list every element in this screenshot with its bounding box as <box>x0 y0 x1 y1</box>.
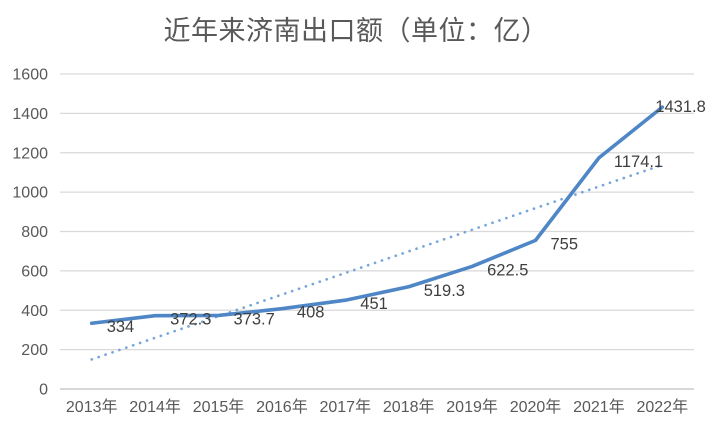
chart-title: 近年来济南出口额（单位：亿） <box>163 16 549 46</box>
data-label: 372.3 <box>170 311 211 329</box>
y-tick-label: 1000 <box>12 185 48 202</box>
data-label: 519.3 <box>424 282 465 300</box>
x-tick-label: 2018年 <box>383 398 435 416</box>
y-tick-label: 1200 <box>12 145 48 162</box>
x-tick-label: 2015年 <box>193 398 245 416</box>
y-tick-label: 200 <box>21 342 48 359</box>
data-label: 334 <box>107 318 135 336</box>
x-tick-label: 2017年 <box>319 398 371 416</box>
x-tick-label: 2016年 <box>256 398 308 416</box>
data-label: 1174.1 <box>614 153 663 171</box>
y-tick-label: 1400 <box>12 106 48 123</box>
x-tick-label: 2020年 <box>510 398 562 416</box>
data-label: 451 <box>360 295 388 313</box>
x-tick-label: 2021年 <box>573 398 625 416</box>
y-tick-label: 800 <box>21 224 48 241</box>
y-tick-label: 600 <box>21 263 48 280</box>
series-line <box>89 105 665 326</box>
x-tick-label: 2019年 <box>446 398 498 416</box>
trendline <box>90 163 664 361</box>
x-tick-label: 2013年 <box>66 398 118 416</box>
x-tick-label: 2014年 <box>129 398 181 416</box>
y-tick-label: 400 <box>21 303 48 320</box>
data-label: 1431.8 <box>655 98 705 116</box>
data-label: 373.7 <box>234 310 275 328</box>
x-tick-label: 2022年 <box>636 398 688 416</box>
data-label: 755 <box>551 235 579 253</box>
data-label: 408 <box>297 304 325 322</box>
y-tick-label: 0 <box>39 382 48 399</box>
data-label: 622.5 <box>487 261 528 279</box>
y-tick-label: 1600 <box>12 67 48 84</box>
